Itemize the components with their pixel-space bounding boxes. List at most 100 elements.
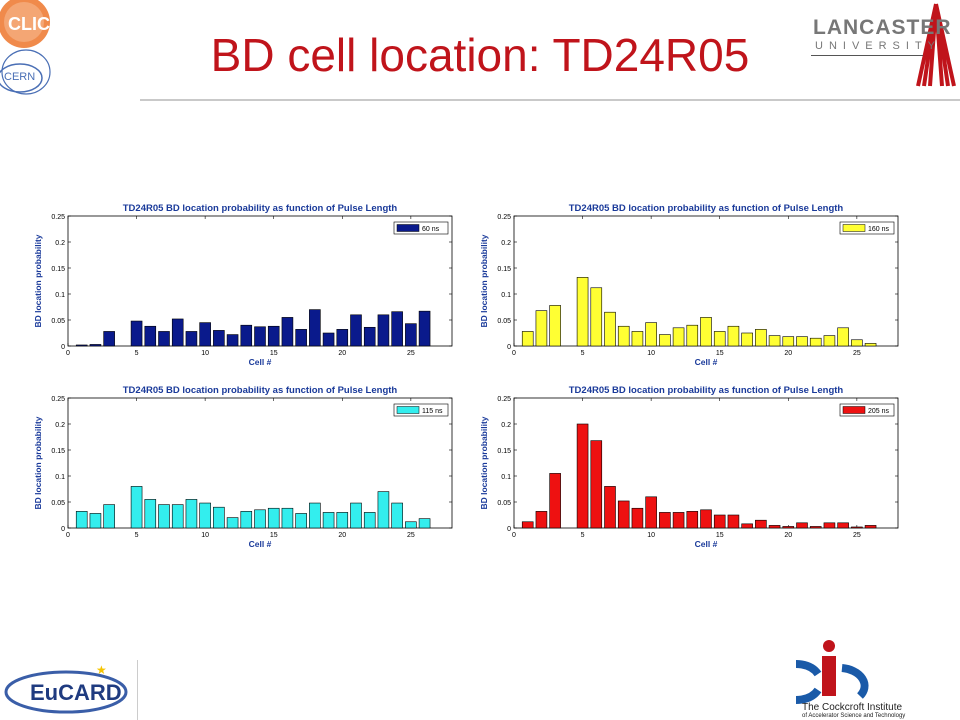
y-tick-label: 0.2	[501, 422, 511, 429]
bar	[672, 327, 685, 347]
bar	[171, 318, 184, 347]
y-tick-label: 0	[61, 344, 65, 351]
eucard-logo: EuCARD ★	[4, 663, 128, 714]
bar	[89, 513, 102, 529]
bar	[336, 329, 349, 347]
chart-160ns: TD24R05 BD location probability as funct…	[476, 196, 916, 372]
plot-area	[513, 397, 899, 529]
lancaster-logo-sub: UNIVERSITY	[815, 40, 942, 52]
y-tick-label: 0.2	[501, 240, 511, 247]
x-tick-label: 0	[66, 350, 70, 357]
bar	[130, 320, 143, 347]
bar	[741, 523, 753, 529]
bar	[144, 325, 157, 347]
chart-title: TD24R05 BD location probability as funct…	[569, 385, 844, 396]
chart-title: TD24R05 BD location probability as funct…	[123, 385, 398, 396]
cockcroft-logo-text: The Cockcroft Institute of Accelerator S…	[802, 702, 905, 719]
bar	[700, 509, 712, 529]
bar	[377, 314, 390, 347]
cern-logo-text: CERN	[4, 71, 35, 83]
bar	[604, 311, 616, 347]
chart-title: TD24R05 BD location probability as funct…	[569, 203, 844, 214]
bar	[549, 305, 561, 347]
bar	[700, 317, 712, 347]
bar	[796, 522, 808, 529]
bar	[185, 331, 198, 347]
legend-swatch	[396, 224, 420, 232]
bar	[851, 339, 863, 347]
y-tick-label: 0.05	[497, 500, 511, 507]
bar	[809, 337, 822, 347]
bar	[158, 504, 170, 529]
bar	[768, 335, 781, 347]
bar	[782, 336, 795, 347]
y-tick-label: 0.2	[55, 240, 65, 247]
bar	[659, 334, 671, 347]
bar	[645, 496, 657, 529]
bar	[171, 504, 184, 529]
bar	[213, 506, 225, 529]
y-tick-label: 0.25	[51, 214, 65, 221]
y-tick-label: 0	[507, 344, 511, 351]
bar	[281, 317, 294, 347]
bar	[405, 521, 417, 529]
bar	[363, 326, 376, 347]
bar	[713, 331, 726, 347]
x-tick-label: 15	[270, 350, 278, 357]
bar	[521, 331, 534, 347]
y-tick-label: 0.25	[497, 396, 511, 403]
bar	[75, 511, 88, 529]
cockcroft-logo	[796, 640, 869, 704]
bar	[631, 507, 644, 529]
x-tick-label: 25	[853, 350, 861, 357]
legend-swatch	[842, 224, 866, 232]
chart-115ns: TD24R05 BD location probability as funct…	[30, 378, 470, 554]
bar	[617, 500, 630, 529]
x-tick-label: 25	[407, 350, 415, 357]
clic-cern-logo: CLIC CERN	[0, 0, 51, 95]
chart-205ns: TD24R05 BD location probability as funct…	[476, 378, 916, 554]
legend: 115 ns	[393, 403, 449, 417]
bar	[713, 514, 726, 529]
bar	[240, 511, 253, 529]
eucard-divider	[137, 660, 138, 720]
bar	[686, 324, 699, 347]
legend-label: 60 ns	[422, 226, 440, 233]
y-tick-label: 0	[507, 526, 511, 533]
bar	[768, 525, 781, 529]
bar	[727, 514, 740, 529]
y-axis-label: BD location probability	[33, 234, 43, 327]
bar	[851, 526, 863, 529]
chart-svg: TD24R05 BD location probability as funct…	[476, 196, 916, 372]
x-tick-label: 25	[853, 532, 861, 539]
chart-title: TD24R05 BD location probability as funct…	[123, 203, 398, 214]
y-tick-label: 0.1	[55, 292, 65, 299]
y-tick-label: 0.1	[501, 292, 511, 299]
bar	[309, 309, 321, 347]
bar	[549, 473, 561, 529]
bar	[295, 513, 307, 529]
chart-svg: TD24R05 BD location probability as funct…	[476, 378, 916, 554]
bar	[309, 502, 321, 529]
y-tick-label: 0.2	[55, 422, 65, 429]
x-tick-label: 25	[407, 532, 415, 539]
bar	[604, 486, 616, 529]
y-tick-label: 0.25	[497, 214, 511, 221]
y-tick-label: 0.1	[501, 474, 511, 481]
chart-svg: TD24R05 BD location probability as funct…	[30, 196, 470, 372]
eucard-star-icon: ★	[96, 663, 107, 677]
x-tick-label: 20	[784, 350, 792, 357]
bar	[535, 511, 548, 529]
cockcroft-logo-sub: of Accelerator Science and Technology	[802, 713, 906, 719]
bar	[755, 519, 767, 529]
legend: 205 ns	[839, 403, 895, 417]
bar	[350, 314, 362, 347]
bar	[199, 502, 211, 529]
x-tick-label: 15	[716, 350, 724, 357]
legend-label: 115 ns	[422, 408, 443, 415]
bar	[336, 512, 349, 529]
bar	[226, 517, 239, 529]
y-tick-label: 0.15	[497, 266, 511, 273]
chart-60ns: TD24R05 BD location probability as funct…	[30, 196, 470, 372]
bar	[590, 440, 603, 529]
